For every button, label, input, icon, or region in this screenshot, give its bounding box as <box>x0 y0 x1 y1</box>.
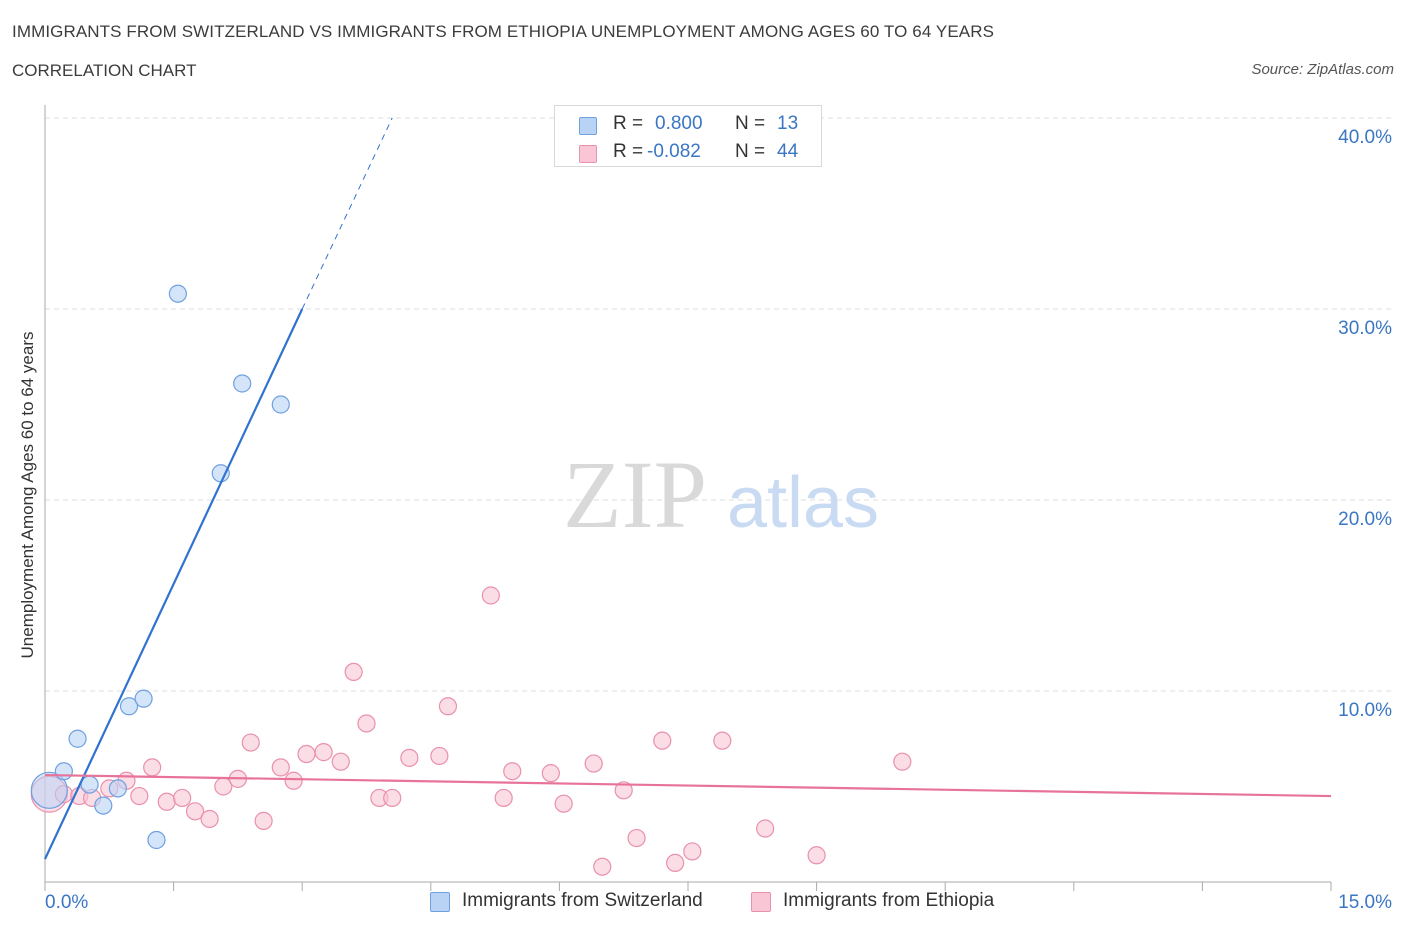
ethiopia-point <box>344 662 363 682</box>
y-tick-label: 20.0% <box>1338 509 1392 530</box>
grid-lines <box>45 117 1392 692</box>
ethiopia-point <box>438 697 458 716</box>
bottom-legend-swatch-ethiopia <box>751 892 771 912</box>
tick-labels: 10.0% 20.0% 30.0% 40.0% 0.0% 15.0% <box>45 127 1392 913</box>
legend-n-value: 44 <box>777 141 799 162</box>
watermark-atlas: atlas <box>727 463 879 543</box>
switzerland-point <box>211 464 230 483</box>
ethiopia-point <box>143 758 162 777</box>
ethiopia-point <box>357 714 376 733</box>
ethiopia-point <box>541 764 560 783</box>
switzerland-point <box>271 395 290 414</box>
ethiopia-point <box>807 846 826 865</box>
ethiopia-point <box>157 792 176 811</box>
switzerland-point <box>30 771 68 809</box>
x-tick-label-min: 0.0% <box>45 892 88 913</box>
switzerland-point <box>68 729 87 748</box>
switzerland-trend-extension <box>301 117 393 310</box>
watermark-zip: ZIP <box>563 441 707 548</box>
ethiopia-point <box>173 788 192 808</box>
ethiopia-point <box>481 586 500 605</box>
ethiopia-point <box>627 828 646 848</box>
ethiopia-point <box>494 788 513 808</box>
legend-n-value: 13 <box>777 113 799 134</box>
ethiopia-trend-line <box>44 773 1332 798</box>
ethiopia-point <box>713 731 732 750</box>
chart-title: IMMIGRANTS FROM SWITZERLAND VS IMMIGRANT… <box>12 22 995 41</box>
ethiopia-point <box>893 752 912 771</box>
ethiopia-point <box>503 762 522 781</box>
y-axis-label: Unemployment Among Ages 60 to 64 years <box>18 331 37 659</box>
y-tick-label: 30.0% <box>1338 318 1392 339</box>
ethiopia-point <box>683 842 702 861</box>
chart-subtitle: CORRELATION CHART <box>12 61 197 80</box>
switzerland-point <box>54 762 73 781</box>
legend-r-value: -0.082 <box>647 141 701 162</box>
series-ethiopia-points <box>30 586 912 876</box>
ethiopia-point <box>331 752 350 771</box>
axes <box>44 105 1332 891</box>
legend-n-label: N = <box>735 113 766 134</box>
legend-r-label: R = <box>613 113 644 134</box>
ethiopia-point <box>614 781 633 800</box>
switzerland-point <box>119 697 139 716</box>
source-label: Source: ZipAtlas.com <box>1251 61 1394 78</box>
y-tick-label: 10.0% <box>1338 700 1392 721</box>
ethiopia-point <box>666 853 685 873</box>
ethiopia-point <box>254 811 273 830</box>
legend-r-label: R = <box>613 141 644 162</box>
ethiopia-point <box>271 758 290 777</box>
ethiopia-point <box>756 819 775 838</box>
switzerland-trend-line <box>44 308 304 860</box>
ethiopia-point <box>284 771 303 790</box>
trend-lines <box>44 117 1332 860</box>
legend-swatch-ethiopia <box>579 145 597 163</box>
ethiopia-point <box>185 802 205 821</box>
series-switzerland-points <box>30 284 290 850</box>
switzerland-point <box>94 796 113 815</box>
ethiopia-point <box>653 731 672 750</box>
ethiopia-point <box>554 794 573 813</box>
watermark: ZIP atlas <box>563 441 879 548</box>
correlation-legend: R = 0.800 N = 13 R = -0.082 N = 44 <box>554 105 822 167</box>
switzerland-point <box>233 374 252 393</box>
ethiopia-point <box>241 733 260 752</box>
switzerland-point <box>134 689 153 708</box>
ethiopia-point <box>430 746 449 766</box>
ethiopia-point <box>130 786 149 806</box>
bottom-legend-swatch-switzerland <box>430 892 450 912</box>
legend-r-value: 0.800 <box>655 113 703 134</box>
x-tick-label-max: 15.0% <box>1338 892 1392 913</box>
legend-n-label: N = <box>735 141 766 162</box>
bottom-legend-label-ethiopia: Immigrants from Ethiopia <box>783 890 995 911</box>
switzerland-point <box>168 284 187 303</box>
ethiopia-point <box>383 788 402 808</box>
ethiopia-point <box>200 809 219 829</box>
switzerland-point <box>108 779 127 798</box>
legend-swatch-switzerland <box>579 117 597 135</box>
ethiopia-point <box>584 754 603 773</box>
ethiopia-point <box>400 748 419 767</box>
bottom-legend-label-switzerland: Immigrants from Switzerland <box>462 890 703 911</box>
ethiopia-point <box>297 744 316 764</box>
ethiopia-point <box>314 743 333 762</box>
ethiopia-point <box>593 857 612 876</box>
y-tick-label: 40.0% <box>1338 127 1392 148</box>
switzerland-point <box>147 830 166 850</box>
